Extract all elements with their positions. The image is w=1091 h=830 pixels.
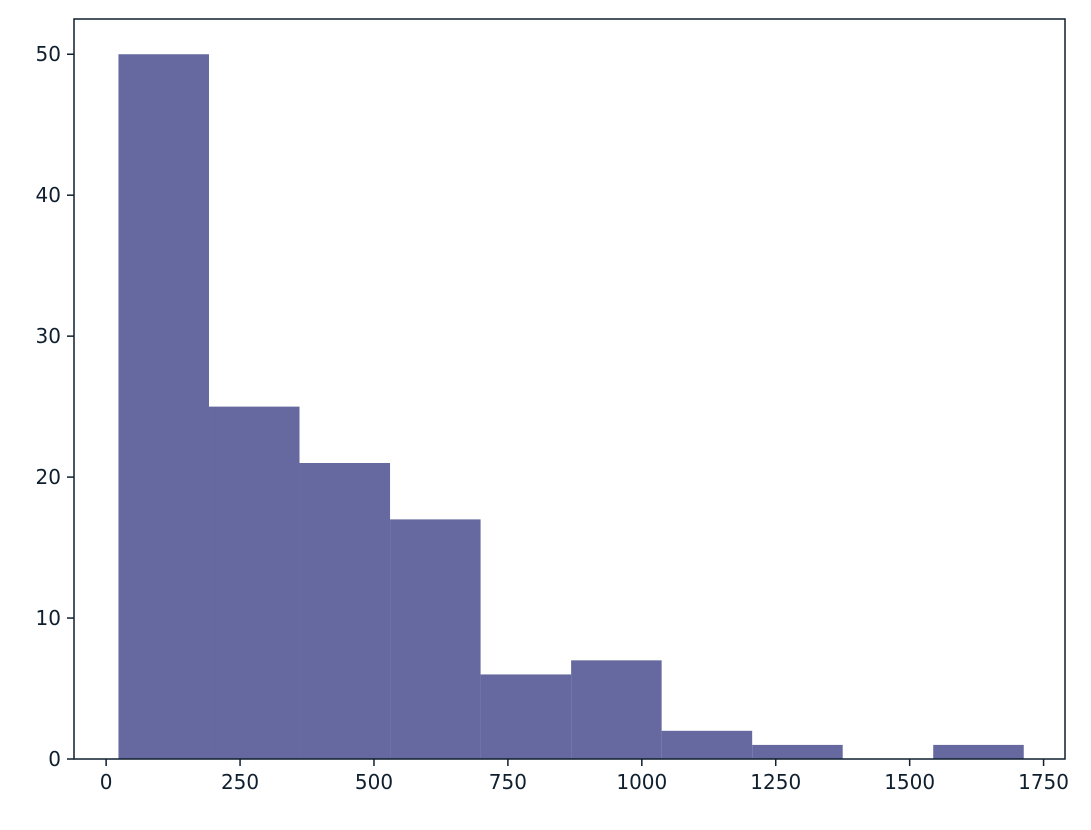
x-tick-label: 1000 xyxy=(616,770,667,794)
x-axis: 0 250 500 750 1000 1250 1500 1750 xyxy=(100,759,1069,794)
y-axis: 0 10 20 30 40 50 xyxy=(36,42,74,771)
histogram-bar xyxy=(299,463,391,759)
histogram-bar xyxy=(480,674,572,759)
histogram-bar xyxy=(933,744,1024,759)
x-tick-label: 250 xyxy=(221,770,259,794)
histogram-bar xyxy=(571,660,662,759)
x-tick-label: 0 xyxy=(100,770,113,794)
histogram-bar xyxy=(390,519,481,759)
x-tick-label: 750 xyxy=(489,770,527,794)
bars-layer xyxy=(118,54,1024,760)
y-tick-label: 40 xyxy=(36,183,61,207)
y-tick-label: 50 xyxy=(36,42,61,66)
y-tick-label: 10 xyxy=(36,606,61,630)
histogram-bar xyxy=(118,54,209,760)
x-tick-label: 1500 xyxy=(884,770,935,794)
histogram-bar xyxy=(661,730,753,759)
x-tick-label: 1250 xyxy=(750,770,801,794)
y-tick-label: 20 xyxy=(36,465,61,489)
y-tick-label: 0 xyxy=(48,747,61,771)
x-tick-label: 500 xyxy=(355,770,393,794)
y-tick-label: 30 xyxy=(36,324,61,348)
plot-frame xyxy=(73,18,1066,760)
histogram-bar xyxy=(752,744,843,759)
x-tick-label: 1750 xyxy=(1018,770,1069,794)
histogram-bar xyxy=(208,406,300,759)
